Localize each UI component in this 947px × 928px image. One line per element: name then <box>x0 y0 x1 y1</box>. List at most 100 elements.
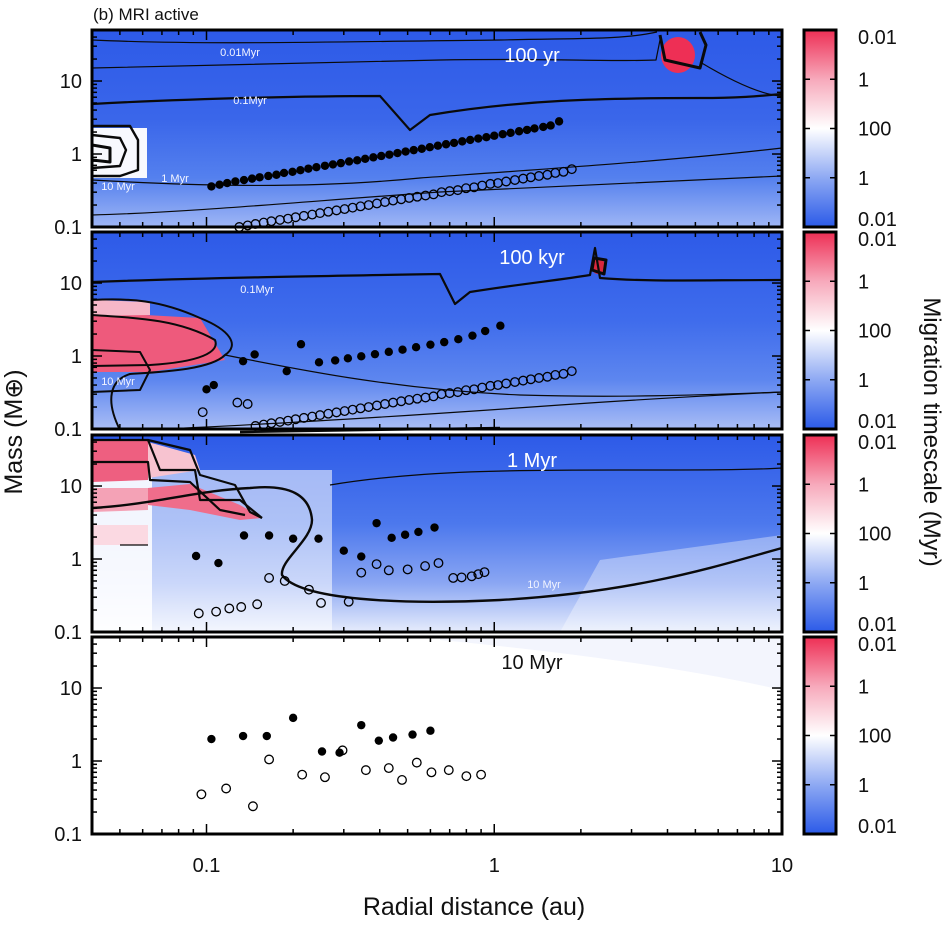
open-planet-marker <box>411 757 422 768</box>
contour-line <box>224 354 782 397</box>
colorbar-tick-label: 100 <box>858 321 891 343</box>
filled-planet-marker <box>357 352 366 361</box>
open-planet-marker <box>466 571 477 582</box>
filled-planet-marker <box>215 180 224 189</box>
open-planet-marker <box>476 769 487 780</box>
filled-planet-marker <box>409 145 418 155</box>
contour-line <box>92 143 112 164</box>
filled-planet-marker <box>191 551 201 561</box>
filled-planet-marker <box>496 321 505 330</box>
y-tick-label: 10 <box>60 273 82 295</box>
filled-planet-marker <box>336 158 346 168</box>
filled-planet-marker <box>207 734 216 744</box>
panel-title: 10 Myr <box>501 652 562 674</box>
open-planet-marker <box>566 164 577 175</box>
filled-planet-marker <box>296 166 305 175</box>
filled-planet-marker <box>320 161 330 170</box>
open-planet-marker <box>236 602 247 612</box>
panel-frame <box>90 28 784 229</box>
y-axis-label: Mass (M⊕) <box>0 369 28 494</box>
x-tick-label: 0.1 <box>193 855 221 877</box>
filled-planet-marker <box>357 552 366 561</box>
filled-planet-marker <box>474 134 483 143</box>
filled-planet-marker <box>398 345 407 354</box>
open-planet-marker <box>232 397 243 408</box>
colorbar: 0.01110010.010.01110010.010.01110010.010… <box>802 27 897 838</box>
filled-planet-marker <box>387 533 396 543</box>
filled-planet-marker <box>255 173 264 182</box>
filled-planet-marker <box>250 350 259 359</box>
filled-planet-marker <box>288 713 298 723</box>
contour-line <box>92 314 217 367</box>
filled-planet-marker <box>339 546 348 555</box>
filled-planet-marker <box>231 177 240 186</box>
filled-planet-marker <box>353 156 362 165</box>
contour-line <box>658 31 708 70</box>
open-planet-marker <box>371 559 382 570</box>
open-planet-marker <box>383 565 394 576</box>
open-planet-marker <box>337 745 348 756</box>
x-axis-label: Radial distance (au) <box>363 893 585 921</box>
panel-title: 100 yr <box>504 45 560 67</box>
filled-planet-marker <box>417 144 426 153</box>
y-tick-label: 1 <box>71 144 82 166</box>
colorbar-tick-label: 100 <box>858 119 891 141</box>
contour-line <box>147 438 263 519</box>
contour-label: 1 Myr <box>161 173 189 185</box>
filled-planet-marker <box>482 132 491 142</box>
colorbar-tick-label: 0.01 <box>858 229 897 251</box>
filled-planet-marker <box>468 331 477 340</box>
filled-planet-marker <box>222 178 232 188</box>
heatmap-panel <box>92 637 782 834</box>
colorbar-tick-label: 100 <box>858 524 891 546</box>
filled-planet-marker <box>393 148 402 158</box>
colorbar-tick-label: 0.01 <box>858 432 897 454</box>
filled-planet-marker <box>498 129 507 139</box>
open-planet-marker <box>224 603 235 614</box>
filled-planet-marker <box>426 726 435 735</box>
filled-planet-marker <box>546 121 555 130</box>
contour-line <box>92 147 782 187</box>
contour-label: 0.01Myr <box>220 47 260 59</box>
colorbar-tick-label: 1 <box>858 676 869 698</box>
filled-planet-marker <box>372 518 381 528</box>
filled-planet-marker <box>312 162 321 172</box>
filled-planet-marker <box>264 531 274 540</box>
filled-planet-marker <box>344 157 354 166</box>
contour-label: 10 Myr <box>101 376 135 388</box>
open-planet-marker <box>279 576 290 586</box>
heatmap-layer <box>92 30 782 834</box>
filled-planet-marker <box>385 150 394 159</box>
panel-frame <box>90 635 784 836</box>
open-planet-marker <box>343 596 354 607</box>
contour-line <box>92 349 151 393</box>
open-planet-marker <box>283 213 293 224</box>
colorbar-tick-label: 0.01 <box>858 634 897 656</box>
filled-planet-marker <box>400 530 410 539</box>
y-tick-label: 1 <box>71 346 82 368</box>
filled-planet-marker <box>458 137 467 146</box>
contour-line <box>590 256 608 276</box>
filled-planet-marker <box>449 138 459 148</box>
colorbar-label: Migration timescale (Myr) <box>918 297 945 566</box>
y-tick-label: 0.1 <box>54 622 82 644</box>
filled-planet-marker <box>247 174 257 183</box>
filled-planet-marker <box>288 534 298 543</box>
open-planet-marker <box>196 789 207 800</box>
colorbar-tick-label: 1 <box>858 168 869 190</box>
filled-planet-marker <box>214 558 223 568</box>
colorbar-tick-label: 0.01 <box>858 27 897 49</box>
contour-label: 10 Myr <box>527 579 561 591</box>
filled-planet-marker <box>388 733 398 742</box>
filled-planet-marker <box>441 140 451 149</box>
open-planet-marker <box>397 775 407 785</box>
filled-planet-marker <box>433 141 443 150</box>
open-planet-marker <box>485 380 496 391</box>
filled-planet-marker <box>480 326 490 336</box>
filled-planet-marker <box>328 160 338 169</box>
contour-label: 0.1Myr <box>240 284 274 296</box>
panel-frame <box>90 433 784 634</box>
open-planet-marker <box>319 772 330 783</box>
contour-line <box>92 486 782 603</box>
filled-planet-marker <box>377 151 386 161</box>
